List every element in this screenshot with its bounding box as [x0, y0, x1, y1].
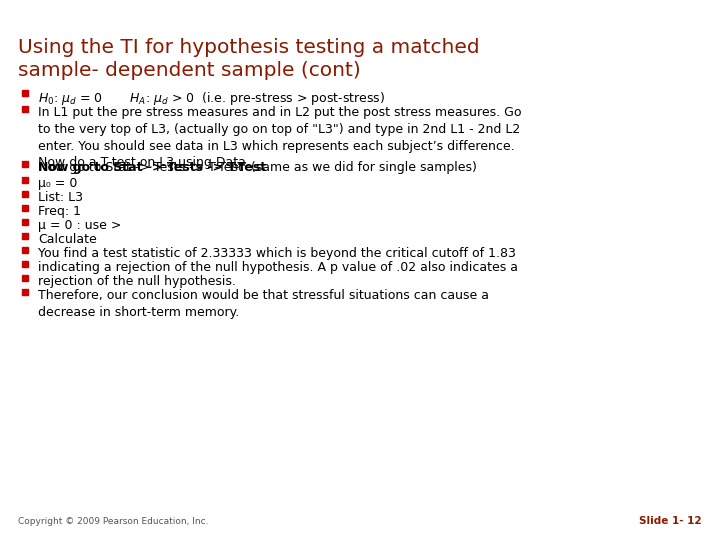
- Text: rejection of the null hypothesis.: rejection of the null hypothesis.: [38, 275, 236, 288]
- Text: In L1 put the pre stress measures and in L2 put the post stress measures. Go
to : In L1 put the pre stress measures and in…: [38, 106, 521, 170]
- Text: Copyright © 2009 Pearson Education, Inc.: Copyright © 2009 Pearson Education, Inc.: [18, 517, 209, 526]
- Text: Calculate: Calculate: [38, 233, 96, 246]
- Text: μ = 0 : use >: μ = 0 : use >: [38, 219, 122, 232]
- Text: indicating a rejection of the null hypothesis. A p value of .02 also indicates a: indicating a rejection of the null hypot…: [38, 261, 518, 274]
- Text: Freq: 1: Freq: 1: [38, 205, 81, 218]
- Text: Now go to Stat -> Tests -> T-Test: Now go to Stat -> Tests -> T-Test: [38, 161, 271, 174]
- Text: μ₀ = 0: μ₀ = 0: [38, 177, 77, 190]
- Text: Using the TI for hypothesis testing a matched
sample- dependent sample (cont): Using the TI for hypothesis testing a ma…: [18, 38, 480, 80]
- Text: Therefore, our conclusion would be that stressful situations can cause a
decreas: Therefore, our conclusion would be that …: [38, 289, 489, 319]
- Text: You find a test statistic of 2.33333 which is beyond the critical cutoff of 1.83: You find a test statistic of 2.33333 whi…: [38, 247, 516, 260]
- Text: Now go to Stat -> Tests -> T-Test  (same as we did for single samples): Now go to Stat -> Tests -> T-Test (same …: [38, 161, 477, 174]
- Text: $H_0$: $\mu_d$ = 0       $H_A$: $\mu_d$ > 0  (i.e. pre-stress > post-stress): $H_0$: $\mu_d$ = 0 $H_A$: $\mu_d$ > 0 (i…: [38, 90, 385, 107]
- Text: Slide 1- 12: Slide 1- 12: [639, 516, 702, 526]
- Text: List: L3: List: L3: [38, 191, 83, 204]
